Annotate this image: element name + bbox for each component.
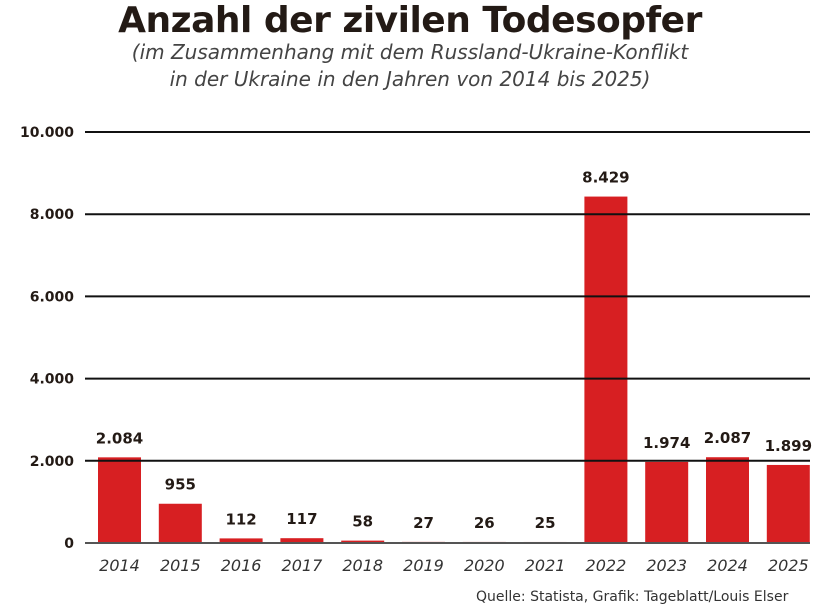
value-label-2025: 1.899	[765, 437, 812, 455]
bar-2014	[98, 457, 141, 543]
x-tick-label-2015: 2015	[160, 556, 201, 575]
source-note: Quelle: Statista, Grafik: Tageblatt/Loui…	[476, 589, 789, 605]
bar-2017	[280, 538, 324, 543]
bar-2016	[219, 538, 263, 543]
value-label-2018: 58	[352, 513, 373, 531]
value-label-2017: 117	[286, 510, 317, 528]
x-tick-label-2023: 2023	[646, 556, 687, 575]
bar-2025	[766, 464, 810, 543]
x-tick-label-2020: 2020	[464, 556, 505, 575]
x-tick-label-2018: 2018	[342, 556, 383, 575]
x-tick-label-2021: 2021	[525, 556, 566, 575]
bar-2024	[706, 457, 749, 543]
value-label-2014: 2.084	[96, 429, 143, 447]
x-tick-label-2022: 2022	[586, 556, 627, 575]
bar-2015	[158, 503, 202, 543]
value-label-2015: 955	[165, 476, 196, 494]
value-label-2021: 25	[535, 514, 556, 532]
x-tick-label-2019: 2019	[403, 556, 444, 575]
y-tick-label-8000: 8.000	[30, 207, 75, 223]
x-tick-label-2017: 2017	[282, 556, 324, 575]
value-label-2020: 26	[474, 514, 495, 532]
y-tick-label-4000: 4.000	[30, 372, 75, 388]
y-tick-label-2000: 2.000	[30, 454, 75, 470]
chart-title: Anzahl der zivilen Todesopfer	[118, 0, 702, 41]
y-tick-label-10000: 10.000	[20, 125, 74, 141]
x-tick-label-2024: 2024	[707, 556, 748, 575]
y-tick-label-0: 0	[64, 536, 74, 552]
x-tick-label-2016: 2016	[221, 556, 262, 575]
chart-subtitle-line-1: (im Zusammenhang mit dem Russland-Ukrain…	[131, 40, 689, 64]
bar-2023	[645, 461, 689, 543]
bar-2022	[584, 196, 628, 543]
value-label-2019: 27	[413, 514, 434, 532]
value-label-2016: 112	[225, 510, 256, 528]
x-tick-label-2014: 2014	[99, 556, 140, 575]
bar-2018	[341, 540, 385, 543]
x-tick-label-2025: 2025	[768, 556, 809, 575]
chart-subtitle-line-2: in der Ukraine in den Jahren von 2014 bi…	[169, 67, 651, 91]
value-label-2024: 2.087	[704, 429, 751, 447]
value-label-2022: 8.429	[582, 169, 629, 187]
value-label-2023: 1.974	[643, 434, 690, 452]
y-tick-label-6000: 6.000	[30, 289, 75, 305]
